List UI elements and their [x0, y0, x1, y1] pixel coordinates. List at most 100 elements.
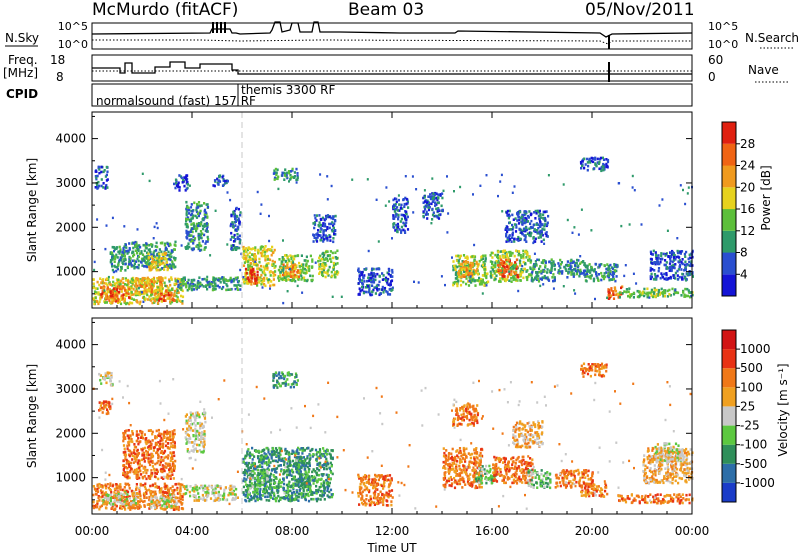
power-cell	[130, 297, 133, 300]
power-cell	[584, 163, 587, 166]
power-cell	[97, 292, 100, 296]
velocity-cell	[215, 498, 218, 502]
velocity-cell	[217, 499, 220, 502]
velocity-cell	[118, 484, 121, 488]
power-cell	[452, 268, 455, 272]
power-cell	[188, 245, 191, 249]
power-colorbar-swatch	[722, 122, 736, 144]
power-cell	[515, 249, 518, 253]
power-cell	[486, 272, 489, 275]
power-cell	[548, 260, 551, 264]
power-cell	[607, 288, 610, 291]
power-cell	[402, 221, 405, 225]
power-cell	[657, 256, 660, 260]
power-speckle	[366, 178, 369, 181]
power-cell	[518, 275, 521, 278]
power-cell	[125, 290, 128, 293]
power-cell	[602, 162, 605, 166]
power-cell	[227, 279, 230, 283]
power-cell	[166, 242, 169, 246]
velocity-cell	[173, 488, 176, 492]
power-cell	[334, 251, 337, 254]
velocity-cell	[154, 503, 157, 506]
velocity-cell	[164, 485, 168, 488]
power-cell	[361, 288, 364, 292]
power-cell	[148, 288, 151, 292]
power-cell	[668, 288, 671, 292]
power-cell	[499, 256, 502, 260]
power-speckle	[665, 277, 668, 280]
power-speckle	[142, 300, 145, 303]
velocity-cell	[128, 487, 131, 490]
velocity-cell	[160, 450, 163, 453]
power-cell	[227, 288, 230, 291]
power-cell	[119, 256, 122, 259]
power-cell	[494, 261, 497, 264]
power-cell	[292, 265, 295, 268]
power-cell	[96, 280, 99, 284]
power-cell	[146, 251, 149, 255]
power-cell	[245, 272, 248, 275]
power-cell	[236, 232, 239, 236]
power-cell	[325, 257, 328, 261]
power-cell	[674, 291, 677, 294]
power-cell	[168, 254, 171, 257]
power-cell	[169, 258, 172, 262]
power-cell	[583, 270, 586, 273]
velocity-cell	[124, 499, 127, 502]
power-cell	[506, 255, 509, 258]
power-cell	[242, 264, 246, 267]
power-cell	[198, 241, 201, 245]
power-cell	[266, 268, 269, 271]
power-cell	[109, 301, 112, 304]
velocity-cell	[123, 489, 126, 492]
power-cell	[584, 264, 587, 267]
power-cell	[483, 284, 486, 287]
power-speckle	[282, 239, 284, 242]
power-cell	[681, 278, 684, 281]
power-cell	[398, 209, 401, 212]
power-cell	[470, 273, 473, 276]
power-cell	[289, 273, 292, 276]
power-cell	[264, 284, 267, 288]
power-cell	[157, 286, 160, 290]
power-cell	[180, 288, 183, 291]
power-cell	[495, 269, 498, 273]
power-cell	[293, 270, 296, 273]
power-cell	[140, 285, 143, 288]
power-cell	[322, 229, 325, 233]
velocity-cell	[108, 501, 112, 505]
power-cell	[603, 264, 606, 267]
power-cell	[358, 275, 361, 278]
power-cell	[655, 261, 658, 264]
power-cell	[586, 161, 589, 164]
power-cell	[689, 256, 692, 260]
velocity-cell	[166, 491, 169, 495]
velocity-cell	[157, 501, 160, 504]
power-cell	[526, 278, 529, 282]
power-cell	[643, 287, 646, 291]
velocity-cell	[154, 441, 157, 445]
power-cell	[242, 249, 246, 253]
power-cell	[302, 263, 305, 266]
velocity-cell	[164, 487, 167, 491]
power-cell	[167, 265, 170, 269]
power-cell	[660, 287, 663, 291]
power-speckle	[543, 242, 546, 245]
velocity-cell	[154, 506, 157, 509]
velocity-cell	[123, 500, 126, 504]
power-cell	[590, 159, 593, 163]
power-speckle	[340, 295, 343, 298]
power-cell	[385, 290, 388, 293]
power-cell	[262, 279, 265, 283]
power-cell	[151, 288, 154, 292]
power-cell	[233, 215, 236, 218]
power-cell	[625, 290, 628, 294]
power-cell	[275, 177, 278, 180]
power-cell	[136, 278, 139, 282]
power-cell	[143, 282, 146, 285]
power-cell	[198, 212, 202, 215]
power-cell	[654, 278, 657, 281]
power-cell	[683, 252, 686, 256]
power-cell	[322, 222, 325, 225]
